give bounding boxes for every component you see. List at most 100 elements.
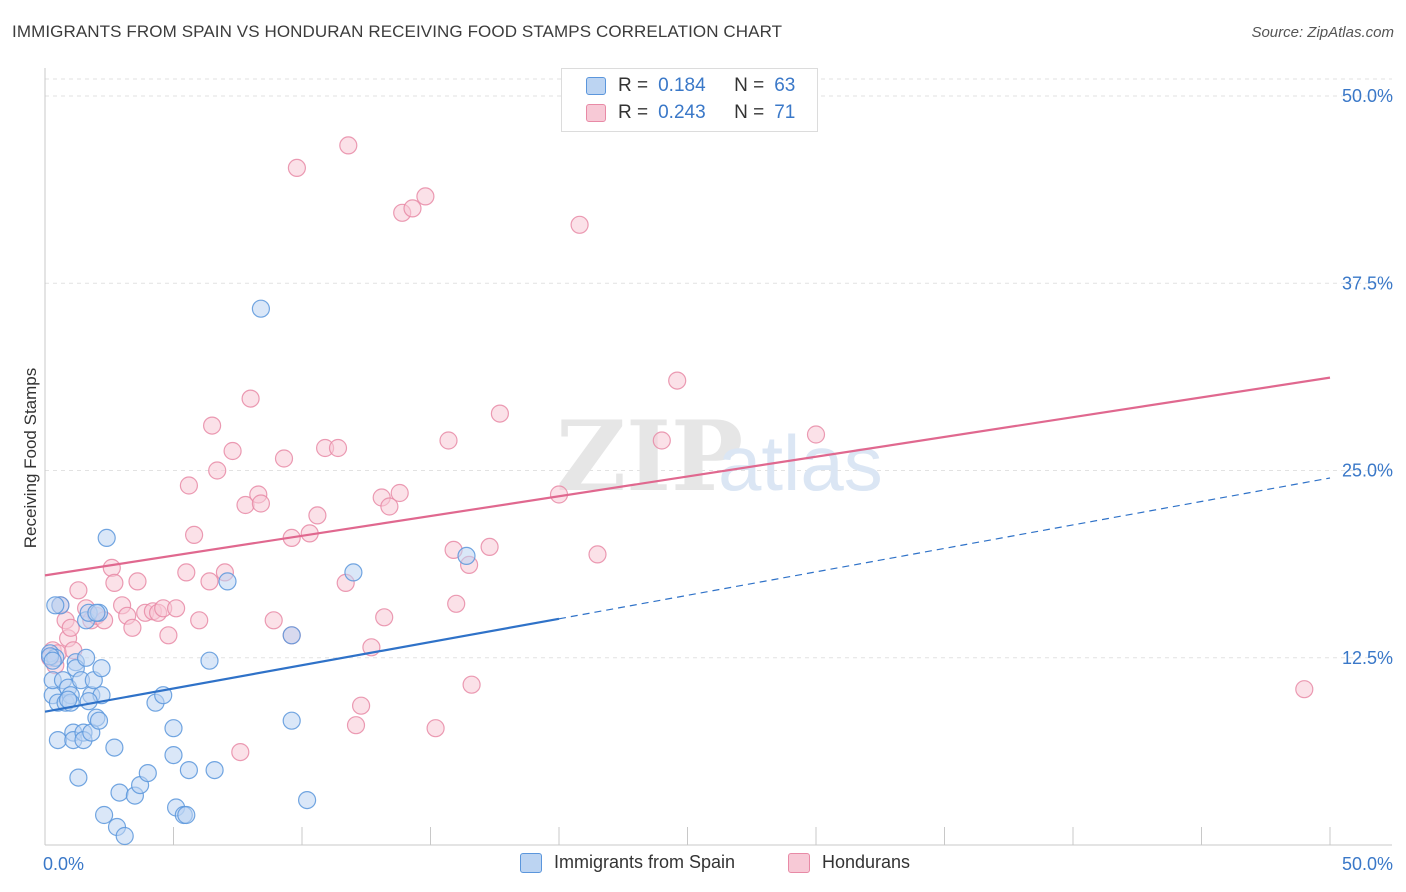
data-point <box>179 476 198 495</box>
data-point <box>218 572 237 591</box>
data-point <box>264 611 283 630</box>
data-point <box>457 546 476 566</box>
data-point <box>390 483 409 503</box>
tick-labels: 12.5% 25.0% 37.5% 50.0% 0.0% 50.0% <box>43 86 1393 874</box>
data-point <box>668 371 687 390</box>
data-point <box>339 136 358 155</box>
data-point <box>462 675 481 694</box>
data-point <box>203 416 222 435</box>
data-point <box>87 603 106 622</box>
data-point <box>200 572 219 591</box>
data-point <box>298 790 317 810</box>
data-point <box>375 608 394 627</box>
data-point <box>185 525 204 545</box>
data-point <box>105 573 124 593</box>
x-tick-label: 50.0% <box>1342 854 1393 874</box>
data-point <box>416 187 435 206</box>
data-point <box>274 449 294 468</box>
data-point <box>251 494 270 513</box>
data-point <box>403 199 422 218</box>
legend-n-label: N = <box>734 102 765 123</box>
y-tick-label: 37.5% <box>1342 273 1393 293</box>
data-point <box>346 716 366 735</box>
bottom-legend-label: Immigrants from Spain <box>554 852 736 872</box>
legend: R = 0.184 N = 63 R = 0.243 N = 71 <box>561 68 818 132</box>
legend-r-value: 0.184 <box>658 75 706 96</box>
bottom-legend-label: Hondurans <box>822 852 911 872</box>
trend-lines <box>44 376 1331 713</box>
data-point <box>200 651 219 670</box>
bottom-legend-swatch-blue <box>520 852 542 873</box>
data-point <box>138 763 157 783</box>
legend-swatch-pink <box>586 104 606 122</box>
data-point <box>115 826 134 846</box>
data-point <box>43 651 62 670</box>
data-point <box>164 745 183 765</box>
legend-r-label: R = <box>618 75 649 96</box>
data-point <box>439 431 458 450</box>
data-point <box>447 594 466 613</box>
data-point <box>426 719 445 738</box>
legend-r-label: R = <box>618 102 649 123</box>
data-point <box>128 572 147 591</box>
data-point <box>282 626 301 645</box>
y-tick-label: 25.0% <box>1342 461 1393 481</box>
data-point <box>123 618 142 637</box>
data-point <box>177 563 196 582</box>
y-axis-label: Receiving Food Stamps <box>21 368 40 548</box>
data-point <box>806 425 826 444</box>
data-point <box>164 719 183 738</box>
data-point <box>92 659 111 678</box>
data-point <box>251 299 270 318</box>
y-tick-label: 50.0% <box>1342 86 1393 106</box>
data-point <box>282 711 301 730</box>
data-point <box>79 692 98 711</box>
bottom-legend-hondurans: Hondurans <box>788 852 910 873</box>
source-label: Source: ZipAtlas.com <box>1251 24 1394 41</box>
data-point <box>159 626 178 645</box>
data-point <box>177 805 196 825</box>
data-point <box>380 497 399 516</box>
trend-line-spain-extrapolated <box>558 477 1331 620</box>
chart-title: IMMIGRANTS FROM SPAIN VS HONDURAN RECEIV… <box>12 22 783 41</box>
data-point <box>94 805 114 825</box>
data-point <box>110 783 129 802</box>
watermark-zip: ZIP <box>556 400 743 513</box>
bottom-legend: Immigrants from Spain Hondurans <box>0 852 1406 878</box>
bottom-legend-spain: Immigrants from Spain <box>520 852 735 873</box>
data-point <box>167 599 186 618</box>
data-point <box>1295 680 1314 699</box>
data-point <box>352 696 371 715</box>
watermark-atlas: atlas <box>718 419 883 507</box>
data-point <box>190 611 209 630</box>
data-point <box>105 738 124 757</box>
watermark: ZIP atlas <box>556 400 883 513</box>
legend-r-value: 0.243 <box>658 102 706 123</box>
y-tick-label: 12.5% <box>1342 648 1393 668</box>
bottom-legend-swatch-pink <box>788 852 810 873</box>
data-point <box>480 537 499 557</box>
data-point <box>241 389 260 408</box>
axes <box>44 68 1392 846</box>
legend-n-value: 71 <box>774 102 796 123</box>
data-point <box>48 730 68 750</box>
spain-points <box>40 299 476 846</box>
trend-line-spain <box>44 617 560 713</box>
legend-row-spain: R = 0.184 N = 63 <box>586 73 795 99</box>
x-tick-label: 0.0% <box>43 854 84 874</box>
legend-row-hondurans: R = 0.243 N = 71 <box>586 100 795 126</box>
data-point <box>308 506 327 525</box>
data-point <box>223 441 242 461</box>
data-point <box>328 438 348 458</box>
data-point <box>570 215 589 234</box>
data-point <box>652 431 671 450</box>
data-point <box>490 404 509 423</box>
trend-line-hondurans <box>44 376 1331 577</box>
data-point <box>46 596 65 615</box>
data-point <box>89 711 109 730</box>
data-point <box>205 760 224 780</box>
data-point <box>69 581 88 600</box>
legend-swatch-blue <box>586 77 606 95</box>
data-point <box>97 528 116 548</box>
